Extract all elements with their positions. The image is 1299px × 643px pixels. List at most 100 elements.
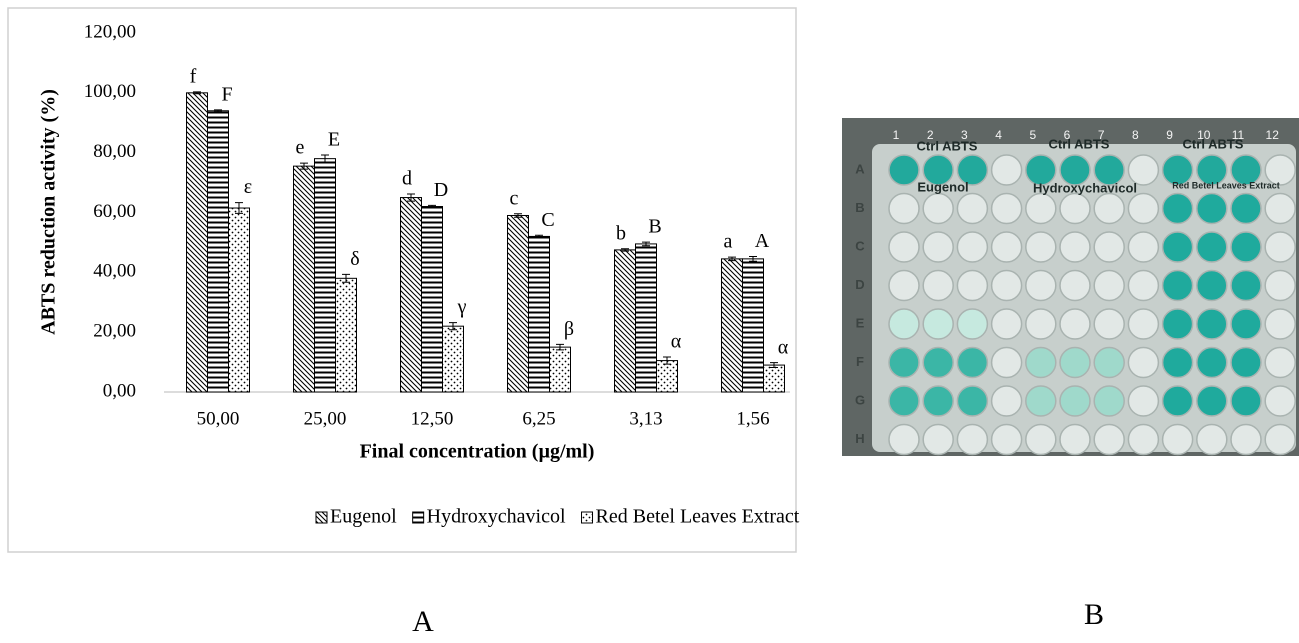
bar bbox=[187, 93, 208, 392]
well bbox=[1265, 309, 1295, 339]
well bbox=[1026, 386, 1056, 416]
bar bbox=[315, 159, 336, 392]
significance-label: γ bbox=[457, 296, 467, 318]
y-axis-title: ABTS reduction activity (%) bbox=[38, 89, 60, 335]
well bbox=[1060, 309, 1090, 339]
well bbox=[1026, 232, 1056, 262]
bar bbox=[422, 207, 443, 392]
well bbox=[923, 309, 953, 339]
significance-label: e bbox=[296, 137, 305, 159]
column-number: 8 bbox=[1132, 128, 1139, 142]
significance-label: δ bbox=[350, 248, 359, 270]
well bbox=[1094, 271, 1124, 301]
well bbox=[1094, 232, 1124, 262]
plate-label: Hydroxychavicol bbox=[1033, 180, 1137, 195]
column-number: 1 bbox=[893, 128, 900, 142]
well bbox=[1163, 309, 1193, 339]
column-number: 5 bbox=[1029, 128, 1036, 142]
well bbox=[1128, 309, 1158, 339]
significance-label: ε bbox=[244, 176, 252, 198]
bar bbox=[229, 208, 250, 392]
well bbox=[923, 271, 953, 301]
well bbox=[1163, 386, 1193, 416]
well bbox=[957, 348, 987, 378]
column-number: 12 bbox=[1266, 128, 1280, 142]
well bbox=[1026, 309, 1056, 339]
bar bbox=[294, 166, 315, 392]
legend-label: Eugenol bbox=[330, 506, 397, 528]
x-axis-title: Final concentration (µg/ml) bbox=[360, 441, 595, 463]
well bbox=[1265, 348, 1295, 378]
row-letter: C bbox=[855, 238, 865, 253]
row-letter: G bbox=[855, 392, 865, 407]
well bbox=[1163, 348, 1193, 378]
well bbox=[1163, 271, 1193, 301]
well bbox=[1026, 194, 1056, 224]
well bbox=[1060, 425, 1090, 455]
significance-label: c bbox=[510, 187, 519, 209]
row-letter: D bbox=[855, 277, 864, 292]
significance-label: a bbox=[724, 231, 733, 253]
well bbox=[992, 271, 1022, 301]
well bbox=[1163, 232, 1193, 262]
x-tick-label: 6,25 bbox=[522, 408, 555, 429]
figure: ABTS reduction activity (%) Final concen… bbox=[0, 0, 1299, 638]
well bbox=[889, 271, 919, 301]
column-number: 4 bbox=[995, 128, 1002, 142]
significance-label: α bbox=[671, 331, 682, 353]
well bbox=[923, 232, 953, 262]
well bbox=[1231, 309, 1261, 339]
significance-label: β bbox=[564, 318, 574, 340]
well bbox=[1128, 271, 1158, 301]
plate-label: Red Betel Leaves Extract bbox=[1172, 180, 1280, 190]
well bbox=[889, 194, 919, 224]
well bbox=[889, 348, 919, 378]
well bbox=[992, 309, 1022, 339]
well bbox=[1128, 232, 1158, 262]
well bbox=[1128, 194, 1158, 224]
well bbox=[1197, 348, 1227, 378]
significance-label: D bbox=[434, 179, 448, 201]
well bbox=[1197, 425, 1227, 455]
well bbox=[992, 386, 1022, 416]
bar bbox=[636, 244, 657, 392]
well bbox=[957, 425, 987, 455]
x-tick-label: 12,50 bbox=[411, 408, 454, 429]
column-number: 9 bbox=[1166, 128, 1173, 142]
well bbox=[923, 386, 953, 416]
plate-label: Ctrl ABTS bbox=[1049, 136, 1110, 151]
x-tick-label: 25,00 bbox=[304, 408, 347, 429]
y-tick-label: 80,00 bbox=[93, 141, 136, 162]
significance-label: b bbox=[616, 222, 626, 244]
well bbox=[923, 194, 953, 224]
x-tick-label: 1,56 bbox=[736, 408, 769, 429]
well bbox=[1265, 194, 1295, 224]
well bbox=[992, 425, 1022, 455]
well bbox=[1060, 271, 1090, 301]
significance-label: F bbox=[221, 83, 232, 105]
well bbox=[1231, 232, 1261, 262]
well bbox=[1197, 309, 1227, 339]
y-tick-label: 20,00 bbox=[93, 321, 136, 342]
well bbox=[1128, 425, 1158, 455]
well bbox=[1163, 194, 1193, 224]
bar bbox=[529, 236, 550, 392]
well bbox=[992, 348, 1022, 378]
well bbox=[957, 386, 987, 416]
plate-label: Ctrl ABTS bbox=[1183, 136, 1244, 151]
bar bbox=[508, 215, 529, 392]
well bbox=[1128, 348, 1158, 378]
legend-swatch bbox=[413, 512, 424, 523]
well bbox=[1197, 194, 1227, 224]
well bbox=[957, 232, 987, 262]
well bbox=[1060, 386, 1090, 416]
well bbox=[889, 425, 919, 455]
bar bbox=[722, 259, 743, 392]
well bbox=[889, 232, 919, 262]
well bbox=[992, 155, 1022, 185]
x-tick-label: 50,00 bbox=[197, 408, 240, 429]
row-letter: E bbox=[856, 315, 865, 330]
well bbox=[1094, 194, 1124, 224]
row-letter: A bbox=[855, 161, 865, 176]
well bbox=[1094, 309, 1124, 339]
